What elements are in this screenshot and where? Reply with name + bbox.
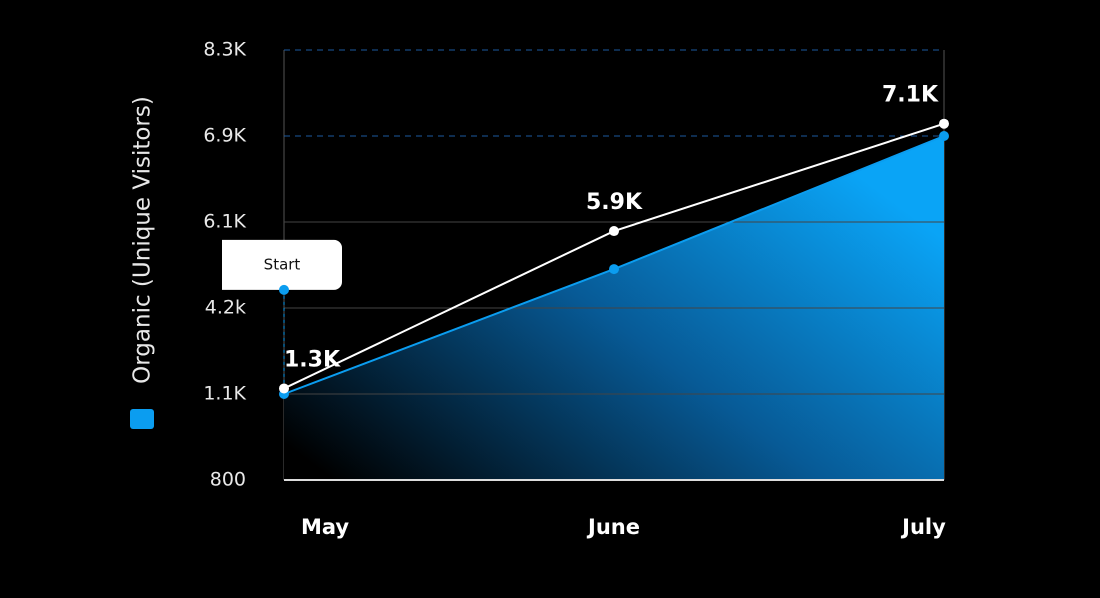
- y-tick-label: 1.1K: [203, 383, 246, 405]
- value-label: 5.9K: [586, 190, 643, 215]
- y-tick-label: 8.3K: [203, 39, 246, 61]
- value-label: 7.1K: [882, 83, 939, 108]
- y-axis-label: Organic (Unique Visitors): [130, 96, 156, 384]
- y-tick-label: 6.1K: [203, 211, 246, 233]
- point: [609, 226, 619, 237]
- x-tick-label: July: [900, 515, 946, 539]
- y-tick-label: 6.9K: [203, 125, 246, 147]
- y-tick-label: 800: [210, 469, 246, 491]
- legend-swatch: [130, 409, 154, 429]
- point: [609, 264, 619, 275]
- point: [939, 118, 949, 129]
- annotation-text: Start: [264, 255, 301, 273]
- y-tick-label: 4.2k: [205, 297, 246, 319]
- x-tick-label: June: [586, 515, 640, 539]
- value-label: 1.3K: [284, 347, 341, 372]
- point: [279, 383, 289, 394]
- x-tick-label: May: [301, 515, 349, 539]
- annotation-box: [222, 239, 342, 290]
- annotation-point: [279, 284, 289, 295]
- point: [939, 131, 949, 141]
